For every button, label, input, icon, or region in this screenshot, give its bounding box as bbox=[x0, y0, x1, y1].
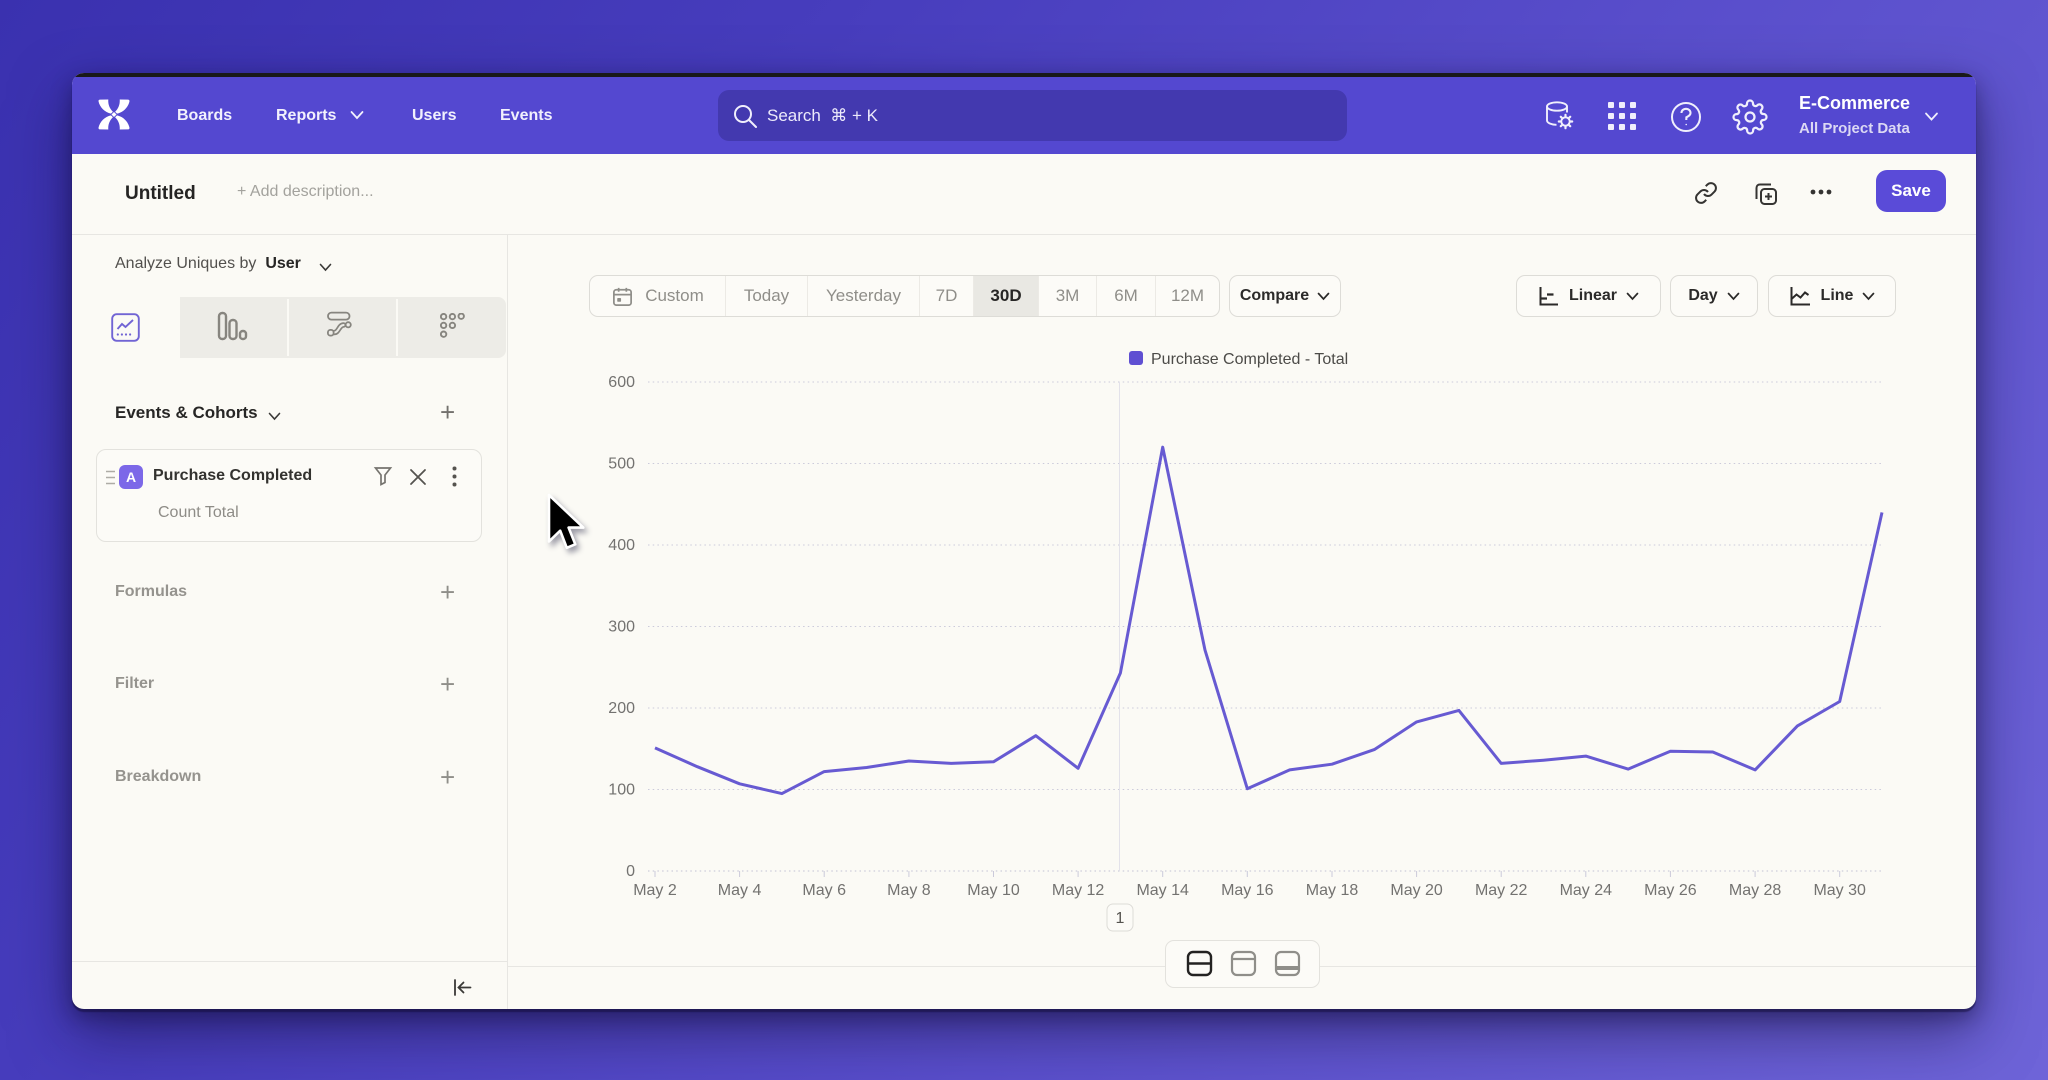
svg-text:May 14: May 14 bbox=[1136, 882, 1189, 899]
svg-text:500: 500 bbox=[608, 456, 635, 473]
svg-text:Purchase Completed - Total: Purchase Completed - Total bbox=[1151, 351, 1348, 368]
svg-text:0: 0 bbox=[626, 863, 635, 880]
svg-text:200: 200 bbox=[608, 700, 635, 717]
svg-text:May 28: May 28 bbox=[1729, 882, 1782, 899]
svg-text:300: 300 bbox=[608, 619, 635, 636]
svg-text:May 2: May 2 bbox=[633, 882, 677, 899]
svg-text:400: 400 bbox=[608, 537, 635, 554]
svg-text:May 30: May 30 bbox=[1813, 882, 1866, 899]
svg-text:100: 100 bbox=[608, 782, 635, 799]
svg-text:600: 600 bbox=[608, 374, 635, 391]
svg-text:May 20: May 20 bbox=[1390, 882, 1443, 899]
svg-text:May 18: May 18 bbox=[1306, 882, 1359, 899]
svg-text:May 6: May 6 bbox=[802, 882, 846, 899]
svg-text:1: 1 bbox=[1116, 910, 1125, 927]
svg-text:May 22: May 22 bbox=[1475, 882, 1528, 899]
svg-text:May 8: May 8 bbox=[887, 882, 931, 899]
svg-text:May 12: May 12 bbox=[1052, 882, 1105, 899]
svg-text:May 24: May 24 bbox=[1560, 882, 1613, 899]
svg-text:May 26: May 26 bbox=[1644, 882, 1697, 899]
svg-text:May 4: May 4 bbox=[718, 882, 762, 899]
svg-text:May 10: May 10 bbox=[967, 882, 1020, 899]
svg-text:May 16: May 16 bbox=[1221, 882, 1274, 899]
